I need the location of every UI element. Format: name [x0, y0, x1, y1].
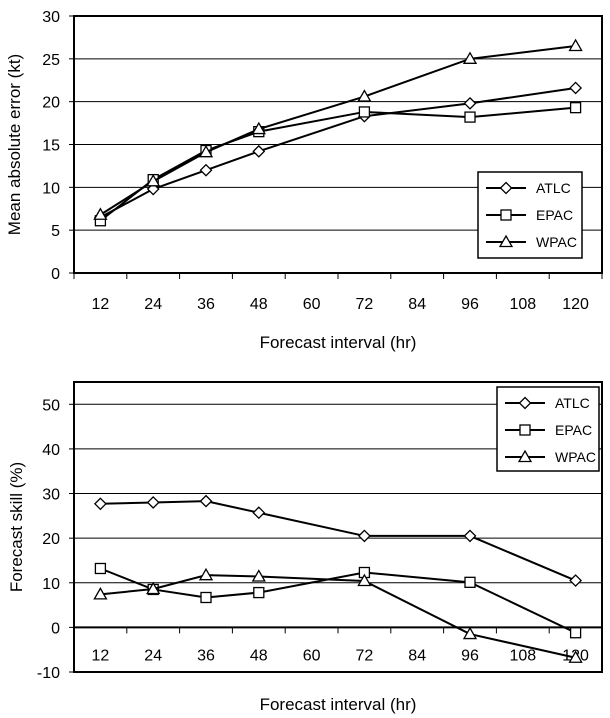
legend-marker	[499, 181, 513, 195]
data-point	[251, 569, 266, 582]
x-tick-label: 84	[408, 647, 426, 664]
data-point	[146, 496, 160, 509]
y-tick-label: -10	[37, 665, 60, 682]
data-point	[464, 576, 476, 588]
data-point	[357, 573, 372, 587]
y-axis-title: Forecast skill (%)	[7, 462, 26, 592]
legend-label: ATLC	[536, 180, 571, 196]
x-tick-label: 12	[92, 647, 110, 664]
x-tick-label: 84	[408, 296, 426, 313]
y-tick-label: 15	[42, 138, 60, 155]
x-tick-label: 108	[509, 296, 536, 313]
data-point	[198, 567, 214, 581]
data-point	[568, 38, 583, 52]
x-tick-label: 108	[509, 647, 536, 664]
series-epac	[94, 562, 582, 639]
data-point	[94, 562, 107, 575]
data-point	[93, 497, 107, 511]
data-point	[358, 106, 371, 118]
y-tick-label: 40	[42, 442, 60, 459]
data-point	[251, 121, 266, 135]
data-point	[462, 626, 478, 640]
skill-chart: -10010203040501224364860728496108120Fore…	[7, 381, 603, 714]
legend-label: EPAC	[536, 207, 573, 223]
series-atlc	[93, 494, 583, 587]
y-tick-label: 20	[42, 531, 60, 548]
y-tick-label: 10	[42, 576, 60, 593]
legend-label: WPAC	[555, 449, 596, 465]
data-point	[569, 574, 583, 587]
x-tick-label: 60	[303, 647, 321, 664]
x-tick-label: 36	[197, 296, 215, 313]
x-axis-title: Forecast interval (hr)	[260, 333, 417, 352]
legend-label: WPAC	[536, 234, 577, 250]
series-wpac	[93, 38, 583, 220]
data-point	[252, 506, 266, 520]
y-tick-label: 25	[42, 52, 60, 69]
x-tick-label: 120	[562, 296, 589, 313]
data-point	[463, 529, 477, 543]
data-point	[93, 207, 108, 220]
series-line	[100, 500, 576, 582]
x-tick-label: 36	[197, 647, 215, 664]
x-tick-label: 24	[144, 296, 162, 313]
legend-marker	[500, 209, 512, 221]
data-point	[569, 627, 582, 639]
y-tick-label: 5	[51, 223, 60, 240]
x-axis-title: Forecast interval (hr)	[260, 695, 417, 714]
x-tick-label: 96	[461, 296, 479, 313]
data-point	[568, 650, 583, 663]
x-tick-label: 72	[356, 296, 374, 313]
legend-marker	[517, 449, 533, 463]
data-point	[569, 81, 583, 95]
data-point	[199, 163, 213, 177]
y-tick-label: 0	[51, 266, 60, 283]
y-tick-label: 50	[42, 397, 60, 414]
x-tick-label: 24	[144, 647, 162, 664]
data-point	[357, 529, 371, 543]
legend-marker	[519, 424, 531, 436]
data-point	[462, 51, 478, 64]
plot-frame	[73, 381, 603, 673]
x-tick-label: 72	[356, 647, 374, 664]
y-axis-title: Mean absolute error (kt)	[5, 54, 24, 235]
data-point	[463, 96, 477, 110]
y-tick-label: 30	[42, 9, 60, 26]
legend-label: ATLC	[555, 395, 590, 411]
legend-marker	[498, 234, 514, 248]
x-tick-label: 12	[92, 296, 110, 313]
x-tick-label: 48	[250, 647, 268, 664]
legend-label: EPAC	[555, 422, 592, 438]
data-point	[199, 494, 213, 508]
y-tick-label: 10	[42, 180, 60, 197]
legend-marker	[518, 396, 532, 410]
data-point	[198, 144, 214, 158]
data-point	[146, 174, 161, 187]
series-line	[100, 567, 577, 634]
data-point	[569, 102, 582, 114]
y-tick-label: 30	[42, 487, 60, 504]
series-line	[100, 574, 576, 659]
data-point	[252, 144, 266, 158]
data-point	[253, 586, 265, 599]
data-point	[464, 111, 476, 123]
data-point	[93, 587, 108, 600]
series-wpac	[93, 567, 583, 663]
x-tick-label: 48	[250, 296, 268, 313]
data-point	[146, 581, 161, 595]
x-tick-label: 96	[461, 647, 479, 664]
data-point	[357, 89, 372, 102]
y-tick-label: 20	[42, 95, 60, 112]
y-tick-label: 0	[51, 620, 60, 637]
x-tick-label: 60	[303, 296, 321, 313]
mae-chart: 0 5 10 15 20 25 30 12 24 36 48 60 72 84 96 108 120 Foreca…	[5, 9, 603, 352]
data-point	[200, 591, 212, 604]
